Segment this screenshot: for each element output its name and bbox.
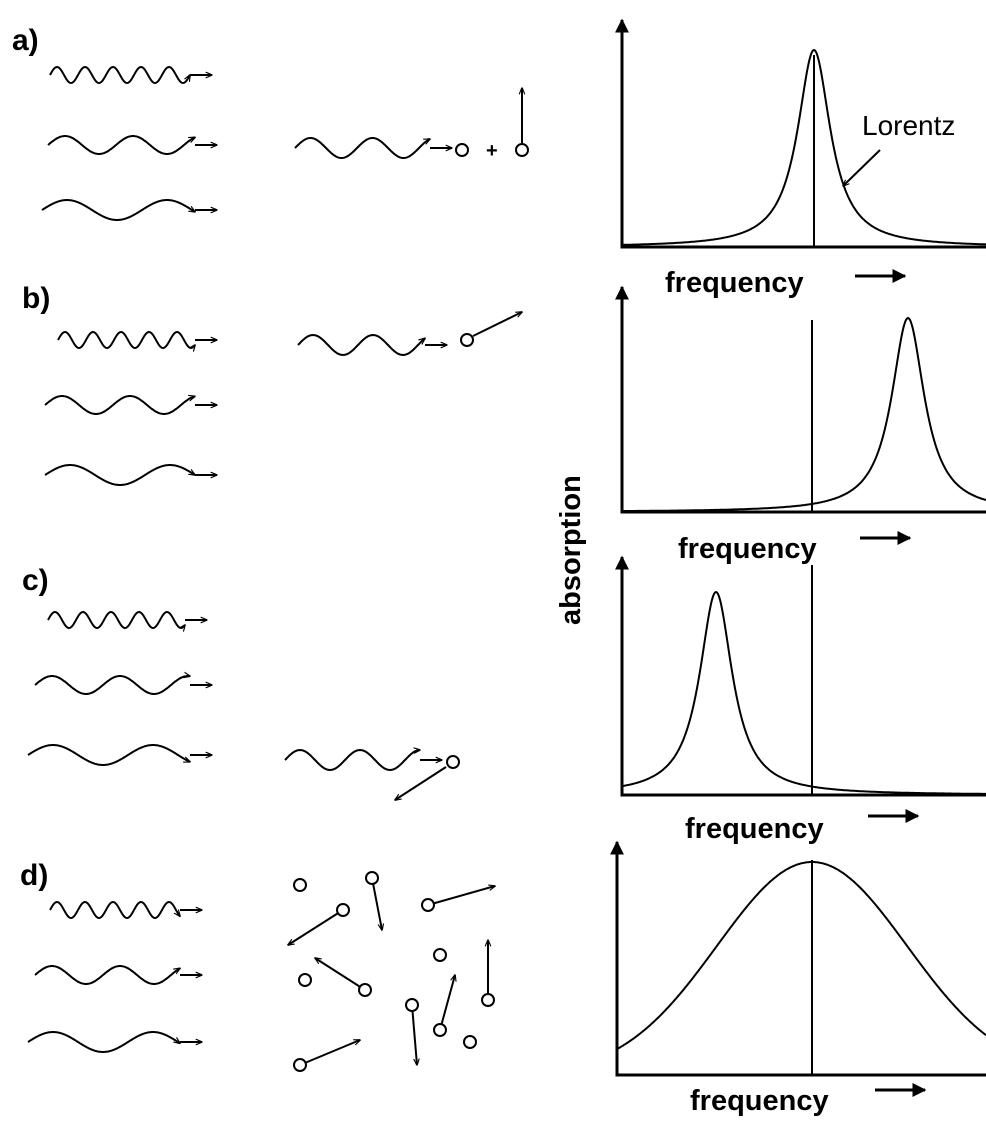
molecule — [481, 993, 495, 1007]
x-axis-label: frequency — [678, 533, 817, 565]
wave — [47, 135, 195, 155]
velocity-arrow — [288, 909, 344, 945]
molecule — [358, 983, 372, 997]
velocity-arrow — [843, 149, 881, 186]
wave — [34, 965, 180, 985]
molecule — [293, 1058, 307, 1072]
velocity-arrow — [371, 877, 382, 930]
molecule — [433, 948, 447, 962]
wave — [297, 333, 425, 357]
x-axis-label: frequency — [665, 267, 804, 299]
velocity-arrow — [427, 886, 495, 906]
axes — [620, 28, 986, 249]
annotation: Lorentz — [862, 110, 955, 141]
velocity-arrow — [395, 766, 447, 800]
velocity-arrow — [315, 958, 366, 991]
molecule — [421, 898, 435, 912]
molecule — [463, 1035, 477, 1049]
molecule — [455, 143, 469, 157]
wave — [44, 396, 195, 415]
velocity-arrow — [472, 312, 522, 337]
molecule — [405, 998, 419, 1012]
axes — [620, 565, 986, 797]
wave — [57, 330, 195, 348]
molecule — [293, 878, 307, 892]
wave — [27, 744, 190, 766]
wave — [34, 676, 190, 695]
x-axis-label: frequency — [690, 1085, 829, 1117]
molecule — [446, 755, 460, 769]
wave — [284, 750, 420, 772]
wave — [294, 137, 430, 159]
wave — [44, 464, 195, 486]
wave — [49, 65, 190, 85]
absorption-curve — [622, 48, 986, 246]
velocity-arrow — [299, 1039, 360, 1066]
molecule — [336, 903, 350, 917]
absorption-curve — [616, 861, 986, 1050]
panel-label: a) — [12, 24, 39, 57]
velocity-arrow — [411, 1004, 417, 1065]
plus: + — [486, 140, 498, 162]
wave — [27, 1031, 180, 1053]
molecule — [460, 333, 474, 347]
molecule — [515, 143, 529, 157]
velocity-arrow — [439, 975, 455, 1031]
panel-label: d) — [20, 859, 48, 892]
molecule — [365, 871, 379, 885]
y-axis-label: absorption — [555, 475, 587, 625]
absorption-curve — [621, 590, 986, 795]
panel-label: b) — [22, 282, 50, 315]
wave — [47, 610, 185, 628]
x-axis-label: frequency — [685, 813, 824, 845]
wave — [41, 199, 195, 221]
panel-label: c) — [22, 564, 49, 597]
absorption-curve — [621, 316, 986, 513]
molecule — [298, 973, 312, 987]
drawing: + — [27, 18, 986, 1097]
axes — [615, 850, 986, 1077]
axes — [620, 295, 986, 514]
wave — [49, 900, 180, 920]
molecule — [433, 1023, 447, 1037]
